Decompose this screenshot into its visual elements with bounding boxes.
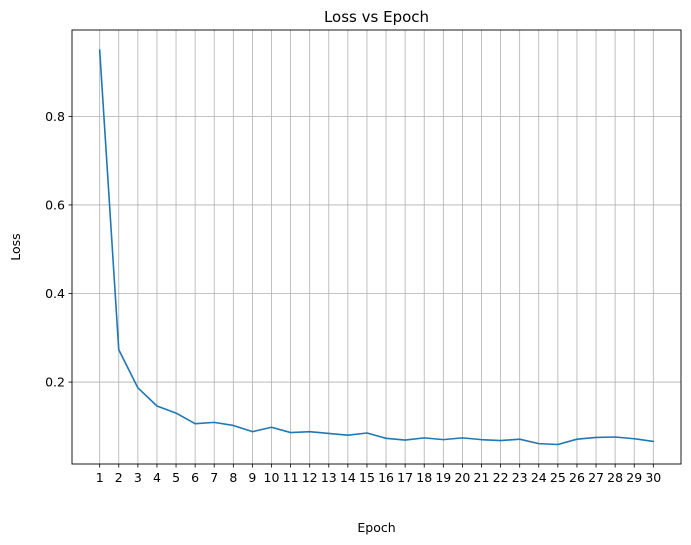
x-tick-label: 27 <box>588 470 604 485</box>
x-tick-label: 17 <box>397 470 413 485</box>
x-tick-label: 26 <box>569 470 585 485</box>
x-axis-label: Epoch <box>357 520 395 535</box>
x-tick-label: 18 <box>416 470 432 485</box>
x-tick-label: 7 <box>210 470 218 485</box>
x-tick-label: 9 <box>248 470 256 485</box>
tick-layer: 1 2 3 4 5 6 7 8 9 10 11 12 13 14 15 16 17 18 19 20 21 22 23 24 2… <box>45 109 661 485</box>
x-tick-label: 16 <box>378 470 394 485</box>
series-layer <box>98 49 655 446</box>
x-tick-label: 25 <box>550 470 566 485</box>
x-tick-label: 13 <box>321 470 337 485</box>
x-tick-label: 22 <box>493 470 509 485</box>
x-tick-label: 1 <box>96 470 104 485</box>
loss-series-line <box>98 49 655 446</box>
x-tick-label: 3 <box>134 470 142 485</box>
y-tick-label: 0.2 <box>45 375 65 390</box>
chart-title: Loss vs Epoch <box>324 8 429 26</box>
x-tick-label: 23 <box>512 470 528 485</box>
x-tick-label: 11 <box>283 470 299 485</box>
x-tick-label: 12 <box>302 470 318 485</box>
x-tick-label: 4 <box>153 470 161 485</box>
y-tick-label: 0.8 <box>45 109 65 124</box>
grid-lines <box>72 30 681 464</box>
plot-area-frame <box>71 29 682 465</box>
x-tick-label: 8 <box>229 470 237 485</box>
x-tick-label: 2 <box>115 470 123 485</box>
y-tick-label: 0.6 <box>45 197 65 212</box>
x-tick-label: 21 <box>474 470 490 485</box>
x-tick-label: 5 <box>172 470 180 485</box>
x-tick-label: 14 <box>340 470 356 485</box>
y-tick-label: 0.4 <box>45 286 65 301</box>
x-tick-label: 29 <box>626 470 642 485</box>
y-axis-label: Loss <box>8 233 23 260</box>
x-tick-label: 19 <box>435 470 451 485</box>
x-tick-label: 15 <box>359 470 375 485</box>
x-tick-label: 30 <box>645 470 661 485</box>
x-tick-label: 6 <box>191 470 199 485</box>
x-tick-label: 28 <box>607 470 623 485</box>
x-tick-label: 24 <box>531 470 547 485</box>
x-tick-label: 10 <box>264 470 280 485</box>
x-tick-label: 20 <box>454 470 470 485</box>
